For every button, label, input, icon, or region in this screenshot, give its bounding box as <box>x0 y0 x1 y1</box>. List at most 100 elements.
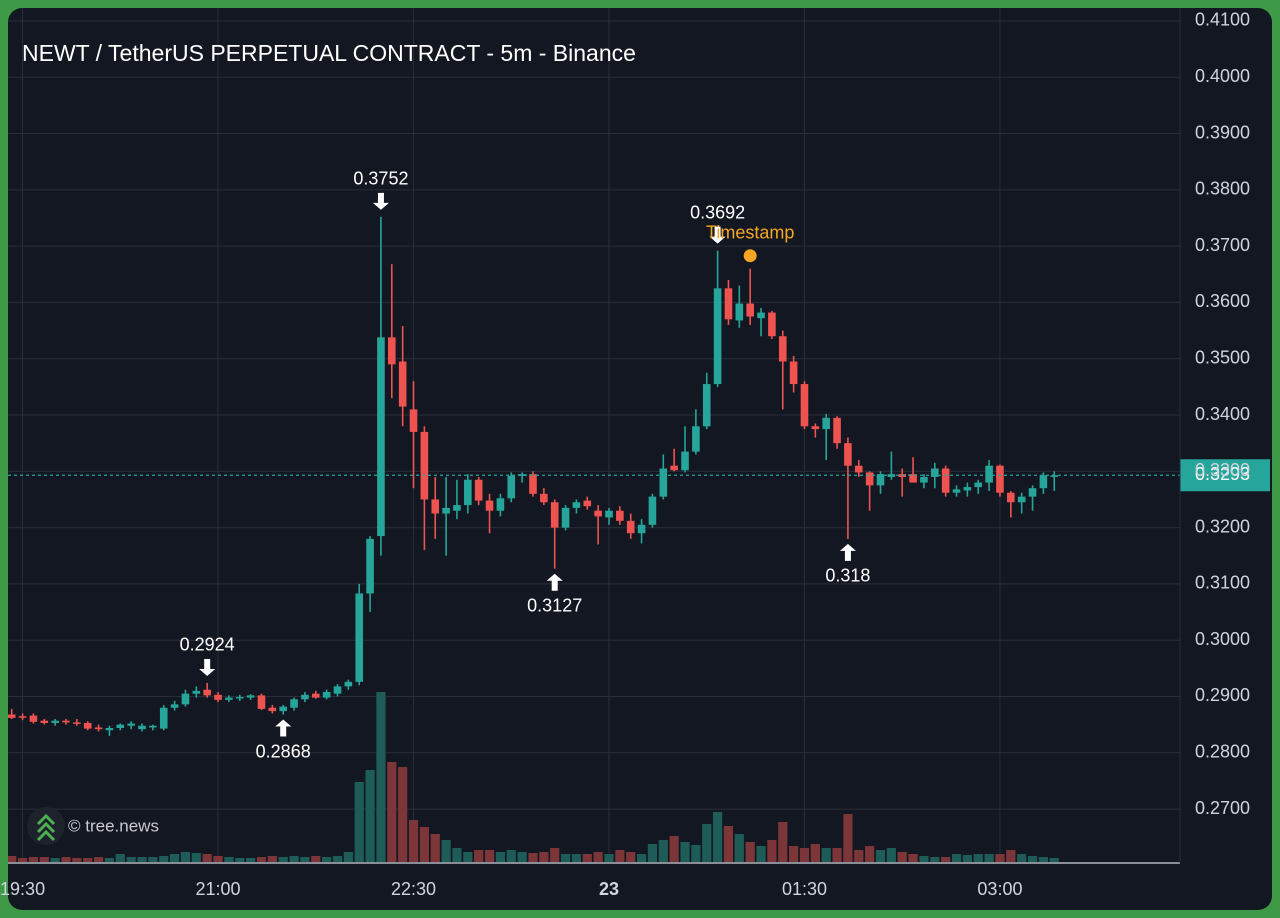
volume-bar <box>17 858 28 862</box>
timestamp-label: Timestamp <box>706 222 794 242</box>
candle-body <box>51 720 59 723</box>
candle-body <box>409 409 418 432</box>
candle-body <box>246 695 255 698</box>
volume-bar <box>821 848 831 862</box>
candle-body <box>985 465 993 483</box>
volume-bar <box>626 852 636 862</box>
x-tick-label: 23 <box>599 879 619 899</box>
volume-bar <box>1017 854 1027 862</box>
volume-layer <box>8 692 1059 862</box>
volume-bar <box>1038 857 1048 862</box>
volume-bar <box>343 852 353 862</box>
candle-body <box>8 714 16 718</box>
candle-body <box>844 443 852 466</box>
panel <box>8 8 1272 910</box>
candle-body <box>181 693 190 705</box>
candle-body <box>333 686 342 694</box>
y-tick-label: 0.3400 <box>1195 404 1250 424</box>
y-tick-label: 0.4100 <box>1195 10 1250 30</box>
volume-bar <box>875 850 886 862</box>
candle-body <box>235 697 244 699</box>
candle-body <box>127 723 135 726</box>
volume-bar <box>452 848 462 862</box>
candle-body <box>746 303 754 317</box>
volume-bar <box>941 857 951 862</box>
logo-icon <box>36 813 56 842</box>
candle-body <box>268 707 277 712</box>
volume-bar <box>495 852 505 862</box>
candle-body <box>626 520 635 534</box>
candle-body <box>431 499 440 514</box>
volume-bar <box>115 854 125 862</box>
candle-body <box>311 693 320 698</box>
candle-body <box>735 303 744 321</box>
volume-bar <box>604 854 614 862</box>
candle-body <box>854 465 863 473</box>
volume-bar <box>137 857 147 862</box>
volume-bar <box>702 824 712 862</box>
candle-body <box>214 694 222 700</box>
volume-bar <box>1006 850 1016 862</box>
y-tick-label: 0.2800 <box>1195 742 1250 762</box>
candle-body <box>648 496 657 525</box>
candle-body <box>290 699 298 708</box>
candle-body <box>637 524 646 534</box>
volume-bar <box>713 812 723 862</box>
annotation-arrow <box>275 719 292 737</box>
volume-bar <box>951 854 962 862</box>
overlay-layer: 0.3293 0.2924 0.2868 0.3752 0.3127 0.3692 0.31… <box>8 169 1270 761</box>
volume-bar <box>484 850 495 862</box>
candle-body <box>572 502 581 508</box>
volume-bar <box>810 844 820 862</box>
candle-body <box>713 288 722 385</box>
volume-bar <box>669 836 679 862</box>
volume-bar <box>311 856 321 862</box>
candle-body <box>550 502 559 528</box>
volume-bar <box>354 782 364 862</box>
y-tick-label: 0.2700 <box>1195 798 1250 818</box>
annotation-label: 0.2924 <box>180 635 235 655</box>
candle-body <box>94 727 103 730</box>
volume-bar <box>170 854 180 862</box>
candle-body <box>83 722 92 729</box>
volume-bar <box>658 840 668 862</box>
volume-bar <box>180 852 191 862</box>
candle-body <box>29 715 38 722</box>
volume-bar <box>408 820 419 862</box>
last-price-label: 0.3293 <box>1195 464 1250 484</box>
annotation-arrow <box>372 192 389 210</box>
volume-bar <box>767 840 777 862</box>
volume-bar <box>419 827 429 862</box>
candle-body <box>420 431 429 500</box>
volume-bar <box>647 844 658 862</box>
candle-body <box>170 704 179 708</box>
candle-body <box>192 690 201 694</box>
candle-body <box>800 384 809 427</box>
volume-bar <box>984 854 994 862</box>
x-tick-label: 19:30 <box>0 879 45 899</box>
volume-bar <box>191 853 201 862</box>
volume-bar <box>463 852 473 862</box>
candle-body <box>40 720 49 723</box>
candle-body <box>605 510 613 518</box>
annotation-label: 0.2868 <box>256 741 311 761</box>
volume-bar <box>593 852 603 862</box>
volume-bar <box>1049 858 1059 862</box>
candle-body <box>789 361 798 385</box>
candle-body <box>398 361 407 407</box>
candle-body <box>681 451 689 471</box>
volume-bar <box>865 846 875 862</box>
volume-bar <box>83 858 93 862</box>
candle-body <box>453 505 461 511</box>
annotation-label: 0.318 <box>825 566 870 586</box>
volume-bar <box>202 854 212 862</box>
volume-bar <box>680 842 690 862</box>
candle-body <box>366 538 374 594</box>
volume-bar <box>908 854 918 862</box>
candle-body <box>876 474 885 486</box>
annotation-arrow <box>709 226 726 244</box>
last-price-badge <box>1180 459 1270 492</box>
candle-body <box>594 510 602 517</box>
